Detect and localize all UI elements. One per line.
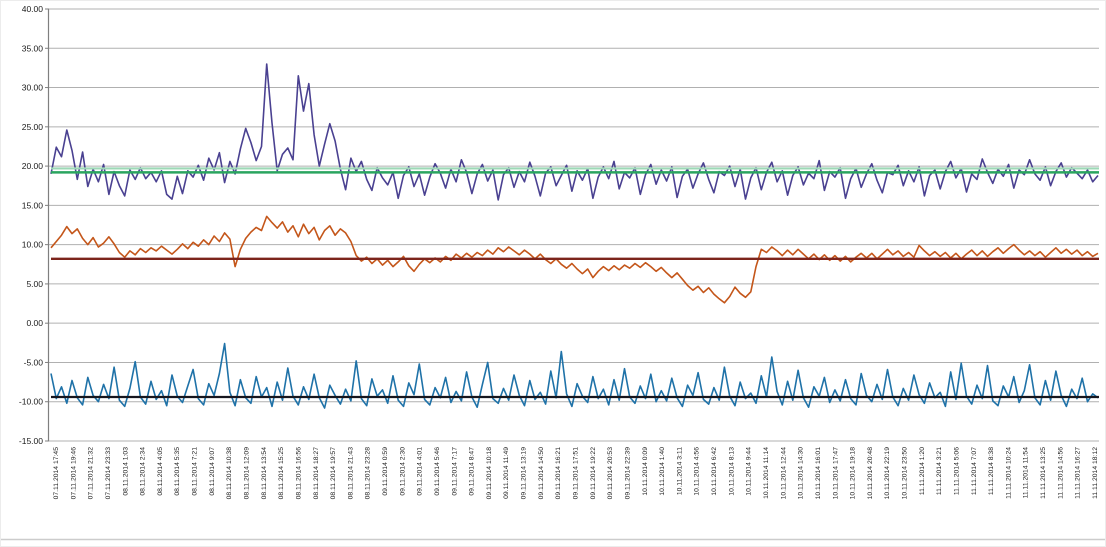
x-tick-label: 09.11.2014 10:18: [486, 447, 493, 500]
x-tick-label: 09.11.2014 16:21: [555, 447, 562, 500]
x-tick-label: 08.11.2014 13:54: [261, 447, 268, 500]
x-tick-label: 08.11.2014 5:35: [174, 447, 181, 496]
x-tick-label: 10.11.2014 0:09: [642, 447, 649, 496]
x-tick-label: 08.11.2014 12:09: [244, 447, 251, 500]
x-tick-label: 07.11.2014 19:46: [70, 447, 77, 500]
y-tick-label: -5.00: [24, 357, 44, 367]
y-tick-label: 30.00: [22, 83, 44, 93]
x-tick-label: 10.11.2014 1:40: [659, 447, 666, 496]
x-tick-label: 09.11.2014 14:50: [538, 447, 545, 500]
x-tick-label: 09.11.2014 5:46: [434, 447, 441, 496]
x-tick-label: 10.11.2014 17:47: [832, 447, 839, 500]
x-tick-label: 11.11.2014 18:12: [1092, 447, 1099, 499]
y-tick-label: -15.00: [19, 436, 43, 446]
x-tick-label: 08.11.2014 1:03: [122, 447, 129, 496]
x-tick-label: 10.11.2014 12:44: [780, 447, 787, 500]
x-tick-label: 09.11.2014 19:22: [590, 447, 597, 500]
series-lines: [50, 63, 1099, 409]
x-tick-label: 10.11.2014 19:18: [850, 447, 857, 500]
y-tick-label: 40.00: [22, 4, 44, 14]
x-tick-label: 11.11.2014 1:20: [919, 447, 926, 495]
x-tick-label: 08.11.2014 23:28: [365, 447, 372, 500]
x-tick-label: 11.11.2014 10:24: [1005, 447, 1012, 499]
x-tick-label: 09.11.2014 0:59: [382, 447, 389, 496]
x-tick-label: 11.11.2014 3:21: [936, 447, 943, 495]
x-tick-label: 08.11.2014 10:38: [226, 447, 233, 500]
y-tick-label: 25.00: [22, 122, 44, 132]
y-tick-label: 5.00: [26, 279, 43, 289]
x-tick-label: 10.11.2014 4:56: [694, 447, 701, 496]
x-tick-label: 10.11.2014 9:44: [746, 447, 753, 496]
x-tick-label: 11.11.2014 11:54: [1023, 447, 1030, 499]
x-tick-label: 10.11.2014 22:19: [884, 447, 891, 500]
y-tick-label: 35.00: [22, 43, 44, 53]
x-tick-label: 10.11.2014 16:01: [815, 447, 822, 500]
x-tick-label: 10.11.2014 14:30: [798, 447, 805, 500]
series-lower-series-blue: [50, 342, 1099, 409]
series-upper-series-purple: [50, 63, 1099, 201]
x-tick-label: 09.11.2014 11:49: [503, 447, 510, 499]
x-tick-label: 08.11.2014 9:07: [209, 447, 216, 496]
x-tick-label: 07.11.2014 23:33: [105, 447, 112, 500]
x-tick-label: 11.11.2014 14:56: [1057, 447, 1064, 499]
x-tick-label: 08.11.2014 7:21: [192, 447, 199, 496]
x-tick-label: 09.11.2014 2:30: [399, 447, 406, 496]
x-axis-labels: 07.11.2014 17:45 07.11.2014 19:46 07.11.20…: [53, 447, 1099, 500]
x-tick-label: 09.11.2014 13:19: [521, 447, 528, 500]
y-tick-label: 15.00: [22, 200, 44, 210]
x-tick-label: 11.11.2014 16:27: [1075, 447, 1082, 499]
x-tick-label: 10.11.2014 3:11: [676, 447, 683, 495]
x-tick-label: 10.11.2014 6:42: [711, 447, 718, 496]
x-tick-label: 08.11.2014 2:34: [140, 447, 147, 496]
y-axis-labels: 40.00 35.00 30.00 25.00 20.00 15.00 10.00 5.00 0…: [19, 4, 43, 446]
x-tick-label: 08.11.2014 21:43: [347, 447, 354, 500]
x-tick-label: 11.11.2014 5:06: [954, 447, 961, 495]
x-tick-label: 09.11.2014 22:39: [625, 447, 632, 500]
y-tick-label: 20.00: [22, 161, 44, 171]
x-tick-label: 10.11.2014 8:13: [728, 447, 735, 496]
y-tick-label: 0.00: [26, 318, 43, 328]
x-tick-label: 08.11.2014 19:57: [330, 447, 337, 500]
x-tick-label: 09.11.2014 7:17: [451, 447, 458, 496]
x-tick-label: 11.11.2014 13:25: [1040, 447, 1047, 499]
y-axis: [45, 8, 50, 442]
y-tick-label: 10.00: [22, 240, 44, 250]
reference-lines: [51, 167, 1099, 399]
x-tick-label: 10.11.2014 11:14: [763, 447, 770, 499]
x-tick-label: 08.11.2014 16:56: [295, 447, 302, 500]
y-tick-label: -10.00: [19, 397, 43, 407]
x-tick-label: 07.11.2014 17:45: [53, 447, 60, 500]
x-tick-label: 11.11.2014 8:38: [988, 447, 995, 495]
x-tick-label: 09.11.2014 20:53: [607, 447, 614, 500]
x-tick-label: 11.11.2014 7:07: [971, 447, 978, 495]
x-tick-label: 09.11.2014 8:47: [469, 447, 476, 496]
x-tick-label: 09.11.2014 17:51: [573, 447, 580, 500]
x-tick-label: 10.11.2014 23:50: [902, 447, 909, 500]
gridlines: [49, 8, 1099, 442]
x-tick-label: 07.11.2014 21:32: [88, 447, 95, 500]
series-middle-series-orange: [50, 215, 1099, 304]
x-tick-label: 10.11.2014 20:48: [867, 447, 874, 500]
x-tick-label: 09.11.2014 4:01: [417, 447, 424, 496]
x-tick-label: 08.11.2014 4:05: [157, 447, 164, 496]
x-tick-label: 08.11.2014 18:27: [313, 447, 320, 500]
x-tick-label: 08.11.2014 15:25: [278, 447, 285, 500]
